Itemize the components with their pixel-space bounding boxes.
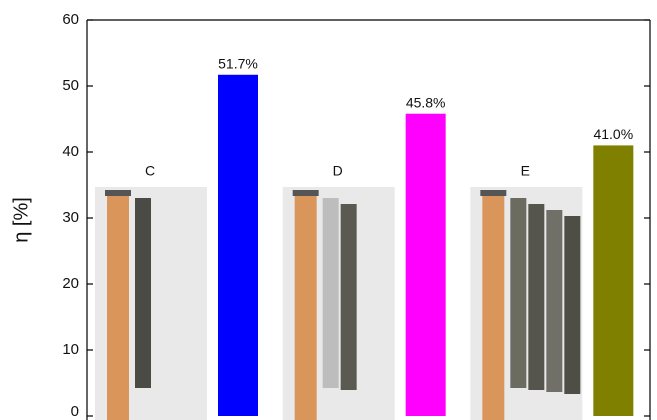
y-tick-label: 0 <box>71 403 79 420</box>
photo-strip <box>510 198 527 388</box>
category-label: E <box>521 163 530 179</box>
y-tick-label: 60 <box>62 11 79 28</box>
photo-clip <box>292 190 319 196</box>
value-label: 41.0% <box>593 126 633 142</box>
photo-copper <box>482 195 505 420</box>
bar <box>593 145 634 416</box>
photo-strip <box>528 204 545 390</box>
y-axis-label: η [%] <box>10 197 32 243</box>
bar <box>218 74 258 416</box>
photo-copper <box>294 195 317 420</box>
photo-strip <box>564 216 581 394</box>
bar <box>405 113 446 416</box>
photo-copper <box>107 195 129 420</box>
photo-clip <box>480 190 507 196</box>
y-tick-label: 10 <box>62 341 79 358</box>
y-tick-label: 50 <box>62 77 79 94</box>
photo-strip <box>546 210 563 392</box>
photo-clip <box>105 190 131 196</box>
category-label: D <box>333 163 343 179</box>
y-tick-label: 20 <box>62 275 79 292</box>
value-label: 51.7% <box>218 55 258 71</box>
photo-strip <box>322 198 339 388</box>
y-tick-label: 30 <box>62 209 79 226</box>
category-label: C <box>145 163 155 179</box>
photo-strip <box>135 198 151 388</box>
y-tick-label: 40 <box>62 143 79 160</box>
photo-strip <box>340 204 357 390</box>
value-label: 45.8% <box>406 94 446 110</box>
